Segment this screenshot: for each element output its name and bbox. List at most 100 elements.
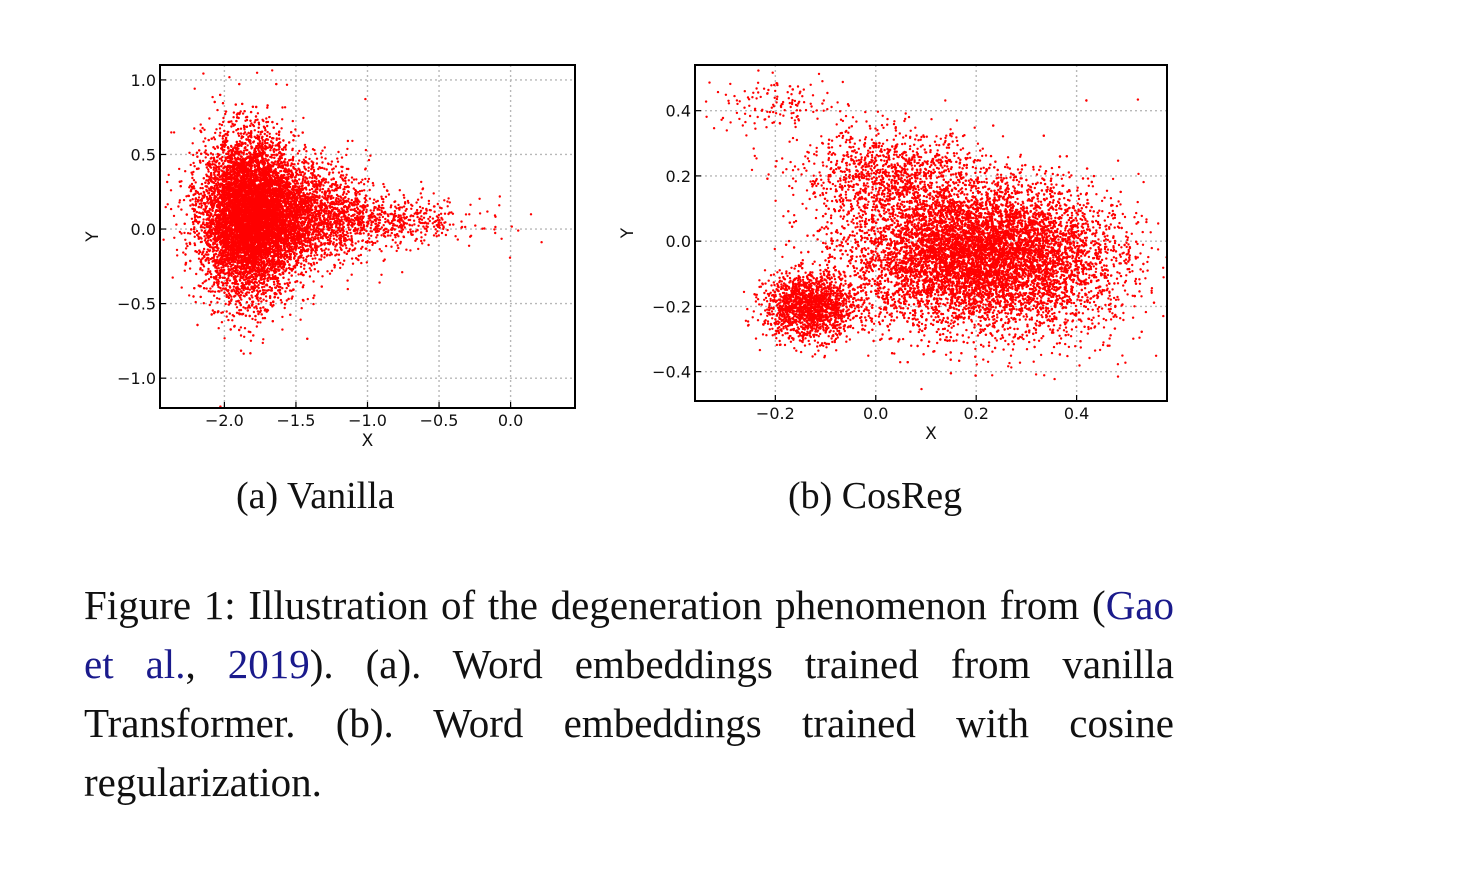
scatter-point (291, 119, 294, 123)
scatter-plot-vanilla: −2.0 −1.5 −1.0 −0.5 0.01.00.50.0−0.5−1.0XY (83, 64, 576, 451)
scatter-point (248, 306, 252, 309)
scatter-point (218, 127, 222, 130)
scatter-point (280, 301, 283, 304)
scatter-point (217, 280, 220, 283)
scatter-point (186, 232, 190, 235)
scatter-point (246, 306, 249, 309)
scatter-point (262, 298, 265, 301)
scatter-point (311, 257, 314, 260)
scatter-point (188, 151, 191, 154)
scatter-point (291, 148, 294, 152)
scatter-point (232, 111, 236, 114)
scatter-point (228, 76, 231, 79)
scatter-point (271, 69, 274, 72)
scatter-point (195, 272, 198, 276)
scatter-point (207, 267, 210, 271)
scatter-point (196, 200, 200, 203)
scatter-point (204, 144, 207, 148)
scatter-point (211, 309, 214, 312)
scatter-point (281, 328, 284, 331)
scatter-point (236, 275, 239, 278)
scatter-point (239, 127, 243, 130)
scatter-point (205, 250, 209, 254)
scatter-point (252, 310, 256, 314)
scatter-point (264, 295, 268, 298)
scatter-point (265, 117, 268, 120)
scatter-point (176, 254, 179, 257)
scatter-point (232, 285, 236, 288)
scatter-point (297, 134, 300, 137)
scatter-point (239, 326, 243, 329)
scatter-point (197, 252, 201, 255)
scatter-point (188, 267, 192, 270)
scatter-point (253, 129, 256, 132)
scatter-point (276, 296, 280, 299)
scatter-point (245, 152, 248, 156)
scatter-point (183, 231, 186, 235)
scatter-point (221, 155, 224, 159)
scatter-point (227, 130, 230, 134)
scatter-point (277, 131, 281, 134)
scatter-point (211, 153, 215, 156)
scatter-point (237, 294, 241, 297)
scatter-point (293, 134, 296, 138)
scatter-point (207, 170, 210, 173)
scatter-point (268, 115, 271, 119)
scatter-point (192, 161, 195, 165)
scatter-point (199, 192, 203, 195)
scatter-point (172, 131, 176, 134)
scatter-point (199, 123, 202, 126)
scatter-point (197, 257, 201, 260)
scatter-point (266, 130, 269, 134)
scatter-point (225, 284, 228, 287)
scatter-point (189, 232, 192, 235)
scatter-point (224, 112, 227, 116)
scatter-point (202, 218, 205, 221)
scatter-point (228, 279, 232, 282)
scatter-point (257, 302, 260, 306)
scatter-point (281, 315, 284, 319)
scatter-point (203, 128, 206, 131)
scatter-point (279, 298, 283, 302)
scatter-point (178, 201, 181, 204)
scatter-point (219, 131, 222, 134)
scatter-point (271, 273, 274, 277)
scatter-point (231, 314, 234, 317)
scatter-point (285, 286, 288, 290)
scatter-point (249, 330, 252, 334)
scatter-point (225, 315, 228, 318)
scatter-point (243, 327, 247, 330)
scatter-point (222, 120, 225, 124)
scatter-point (220, 289, 223, 292)
scatter-point (216, 108, 219, 112)
scatter-point (241, 112, 245, 115)
scatter-point (244, 119, 247, 123)
scatter-point (232, 263, 235, 266)
scatter-point (222, 151, 225, 154)
scatter-point (234, 303, 237, 306)
scatter-point (275, 163, 278, 166)
scatter-point (188, 294, 191, 297)
scatter-point (197, 232, 201, 235)
scatter-point (252, 124, 256, 128)
scatter-point (167, 173, 170, 177)
scatter-point (195, 229, 199, 233)
scatter-point (281, 106, 284, 109)
scatter-point (275, 122, 279, 126)
scatter-point (245, 133, 248, 136)
scatter-point (266, 141, 269, 145)
scatter-point (275, 132, 278, 135)
scatter-point (213, 290, 217, 293)
scatter-point (248, 298, 252, 301)
scatter-point (280, 127, 283, 130)
scatter-point (233, 289, 236, 293)
scatter-point (306, 297, 309, 301)
scatter-point (202, 190, 205, 194)
scatter-point (228, 312, 231, 315)
scatter-point (199, 268, 202, 271)
scatter-point (281, 118, 284, 121)
scatter-point (268, 132, 271, 135)
scatter-point (203, 235, 206, 238)
scatter-point (180, 208, 183, 211)
scatter-point (268, 135, 272, 139)
